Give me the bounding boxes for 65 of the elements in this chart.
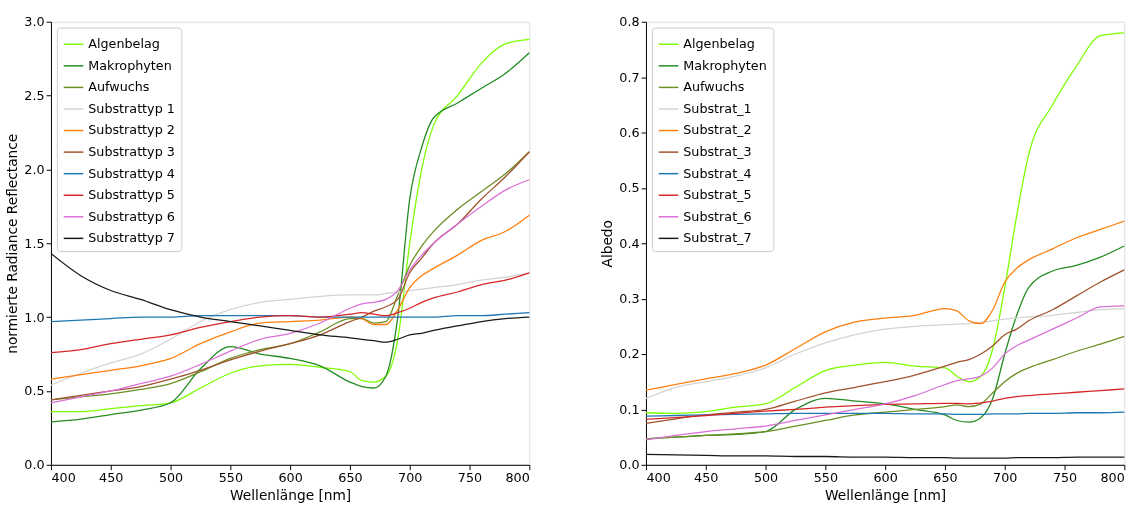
legend-label: Substrat_6 — [683, 208, 752, 224]
x-tick-label: 500 — [753, 469, 779, 485]
x-tick-label: 400 — [646, 469, 671, 485]
y-tick-label: 0.6 — [619, 124, 640, 140]
y-tick-label: 2.5 — [24, 87, 45, 103]
x-tick-label: 650 — [338, 469, 363, 485]
legend-label: Substrattyp 3 — [88, 144, 175, 160]
y-tick-label: 0.3 — [619, 291, 640, 307]
x-tick-label: 750 — [457, 469, 483, 485]
x-tick-label: 700 — [993, 469, 1018, 485]
legend-label: Makrophyten — [683, 57, 767, 73]
y-tick-label: 0.0 — [24, 457, 45, 473]
line-series — [645, 269, 1125, 424]
legend-label: Makrophyten — [88, 57, 172, 73]
x-tick-label: 450 — [694, 469, 719, 485]
y-tick-label: 0.0 — [619, 457, 640, 473]
y-axis-title: Albedo — [599, 220, 616, 268]
legend-label: Substrat_4 — [683, 165, 752, 181]
line-series — [50, 252, 530, 343]
x-tick-label: 600 — [873, 469, 898, 485]
line-series — [645, 388, 1125, 421]
line-series — [50, 272, 530, 354]
legend-label: Substrat_2 — [683, 122, 752, 138]
legend-label: Substrattyp 4 — [88, 165, 175, 181]
y-tick-label: 0.5 — [619, 180, 640, 196]
legend-label: Substrat_5 — [683, 187, 752, 203]
x-tick-label: 400 — [51, 469, 76, 485]
legend-label: Algenbelag — [88, 36, 160, 52]
x-tick-label: 550 — [218, 469, 243, 485]
legend-label: Substrat_1 — [683, 100, 752, 116]
legend-label: Substrattyp 5 — [88, 187, 175, 203]
legend-label: Aufwuchs — [683, 79, 745, 95]
y-tick-label: 0.7 — [619, 69, 640, 85]
y-tick-label: 0.5 — [24, 383, 45, 399]
legend-label: Substrattyp 1 — [88, 100, 175, 116]
y-tick-label: 0.1 — [619, 401, 640, 417]
line-series — [645, 32, 1125, 414]
x-tick-label: 650 — [933, 469, 958, 485]
line-series — [645, 305, 1125, 441]
legend-label: Algenbelag — [683, 36, 755, 52]
y-tick-label: 1.0 — [24, 309, 45, 325]
legend-label: Substrat_3 — [683, 144, 752, 160]
x-tick-label: 800 — [505, 469, 530, 485]
x-tick-label: 600 — [278, 469, 303, 485]
legend-label: Substrattyp 7 — [88, 230, 175, 246]
x-tick-label: 700 — [398, 469, 423, 485]
x-axis-title: Wellenlänge [nm] — [825, 486, 947, 503]
legend-label: Substrattyp 2 — [88, 122, 175, 138]
y-tick-label: 3.0 — [24, 14, 45, 30]
legend-label: Aufwuchs — [88, 79, 150, 95]
legend-label: Substrattyp 6 — [88, 208, 175, 224]
x-tick-label: 750 — [1052, 469, 1078, 485]
y-tick-label: 0.2 — [619, 346, 640, 362]
y-tick-label: 2.0 — [24, 161, 45, 177]
line-series — [645, 335, 1125, 440]
x-axis-title: Wellenlänge [nm] — [230, 486, 352, 503]
y-axis-title: normierte Radiance Reflectance — [4, 133, 21, 354]
x-tick-label: 450 — [99, 469, 124, 485]
y-tick-label: 1.5 — [24, 235, 45, 251]
x-tick-label: 550 — [813, 469, 839, 485]
x-tick-label: 500 — [158, 469, 184, 485]
x-tick-label: 800 — [1100, 469, 1125, 485]
y-tick-label: 0.8 — [619, 14, 640, 30]
y-tick-label: 0.4 — [619, 235, 640, 251]
legend-label: Substrat_7 — [683, 230, 752, 246]
